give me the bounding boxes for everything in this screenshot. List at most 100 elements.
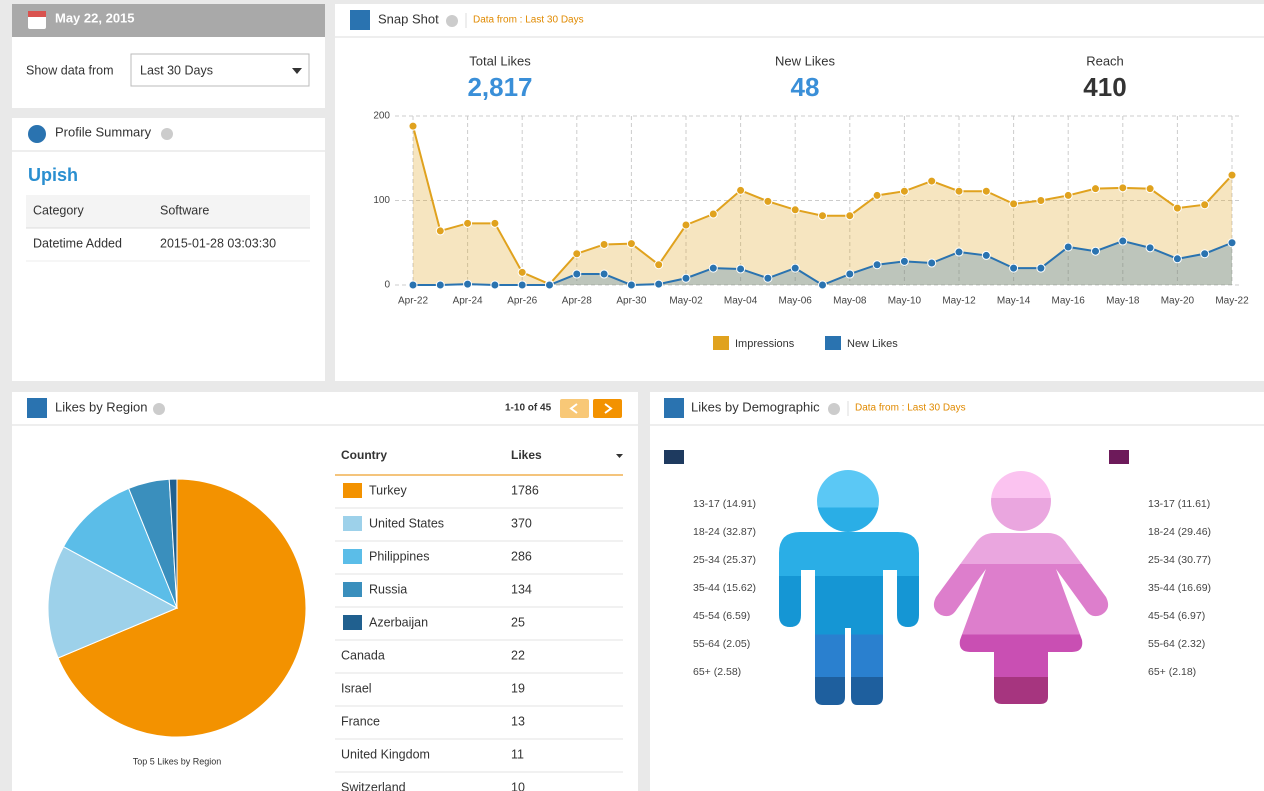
point [872,190,882,200]
country: Canada [341,648,385,662]
point [1063,190,1073,200]
next-chevron[interactable] [604,403,613,414]
point [490,280,500,290]
prev-button[interactable] [560,399,589,418]
point [1200,249,1210,259]
point [1091,246,1100,256]
y-tick-label: 0 [384,280,390,291]
legend-label: Impressions [735,338,795,350]
female-age-label: 55-64 (2.32) [1148,638,1205,650]
point [736,185,746,195]
x-tick-label: Apr-30 [616,296,646,307]
table-header: Country [341,448,387,462]
area-fill [413,126,1232,285]
point [708,209,718,219]
line-chart: 0 100 200 Apr-22 Apr-24 Apr-26 Apr-28 Apr-30 May… [373,111,1249,350]
point [654,260,664,270]
point [599,269,609,279]
country: United Kingdom [341,747,430,761]
point [763,273,773,283]
male-age-label: 45-54 (6.59) [693,610,750,622]
point [1145,184,1155,194]
profile-panel [12,118,325,381]
color-swatch [343,483,362,498]
y-tick-label: 100 [373,195,390,206]
point [899,186,909,196]
stat-label: Reach [1086,53,1124,68]
point [845,269,855,279]
range-select[interactable] [130,53,310,87]
demographic-icon [664,398,684,418]
next-button[interactable] [593,399,622,418]
likes: 370 [511,516,532,530]
x-tick-label: Apr-28 [562,296,592,307]
panel-title: Profile Summary [55,124,152,139]
x-tick-label: May-16 [1052,296,1086,307]
point [790,263,800,273]
point [927,258,937,268]
likes: 22 [511,648,525,662]
point [572,269,582,279]
x-tick-label: May-12 [942,296,976,307]
point [899,256,909,266]
point [818,211,827,221]
panel-note: Data from : Last 30 Days [855,403,966,414]
country: Azerbaijan [369,615,428,629]
point [927,176,937,186]
point [435,226,445,236]
range-select-value[interactable]: Last 30 Days [140,63,213,77]
panel-title: Likes by Region [55,399,148,414]
date-header [12,4,325,37]
help-icon[interactable] [828,403,840,415]
point [763,196,773,206]
point [1063,242,1073,252]
country: Philippines [369,549,429,563]
color-swatch [343,615,362,630]
likes: 19 [511,681,525,695]
point [1118,183,1128,193]
female-legend [1109,450,1129,464]
panel-title: Likes by Demographic [691,399,820,414]
likes: 134 [511,582,532,596]
x-tick-label: Apr-22 [398,296,428,307]
point [708,263,718,273]
stat-label: New Likes [775,53,835,68]
pager: 1-10 of 45 [505,403,552,414]
point [1227,170,1237,180]
point [1009,199,1019,209]
help-icon[interactable] [153,403,165,415]
female-age-label: 25-34 (30.77) [1148,554,1211,566]
point [599,239,609,249]
profile-name: Upish [28,165,78,185]
select-caret[interactable] [292,68,302,74]
x-tick-label: May-04 [724,296,758,307]
point [954,247,964,257]
x-tick-label: May-10 [888,296,922,307]
profile-key: Category [33,203,84,217]
point [681,273,691,283]
point [517,267,527,277]
point [463,279,473,289]
likes: 286 [511,549,532,563]
likes: 1786 [511,483,539,497]
male-age-label: 25-34 (25.37) [693,554,756,566]
likes: 13 [511,714,525,728]
snapshot-panel [335,4,1264,381]
color-swatch [343,549,362,564]
x-tick-label: May-06 [779,296,813,307]
sort-caret[interactable] [616,454,623,458]
stat-value: 410 [1083,72,1126,102]
male-age-label: 35-44 (15.62) [693,582,756,594]
pie-chart: Top 5 Likes by Region [47,478,307,766]
help-icon[interactable] [161,128,173,140]
female-age-label: 13-17 (11.61) [1148,498,1210,510]
help-icon[interactable] [446,15,458,27]
male-age-label: 55-64 (2.05) [693,638,750,650]
legend-swatch [825,336,841,350]
prev-chevron[interactable] [569,403,578,414]
female-head [991,471,1051,531]
region-icon [27,398,47,418]
point [1091,184,1100,194]
x-tick-label: May-08 [833,296,867,307]
